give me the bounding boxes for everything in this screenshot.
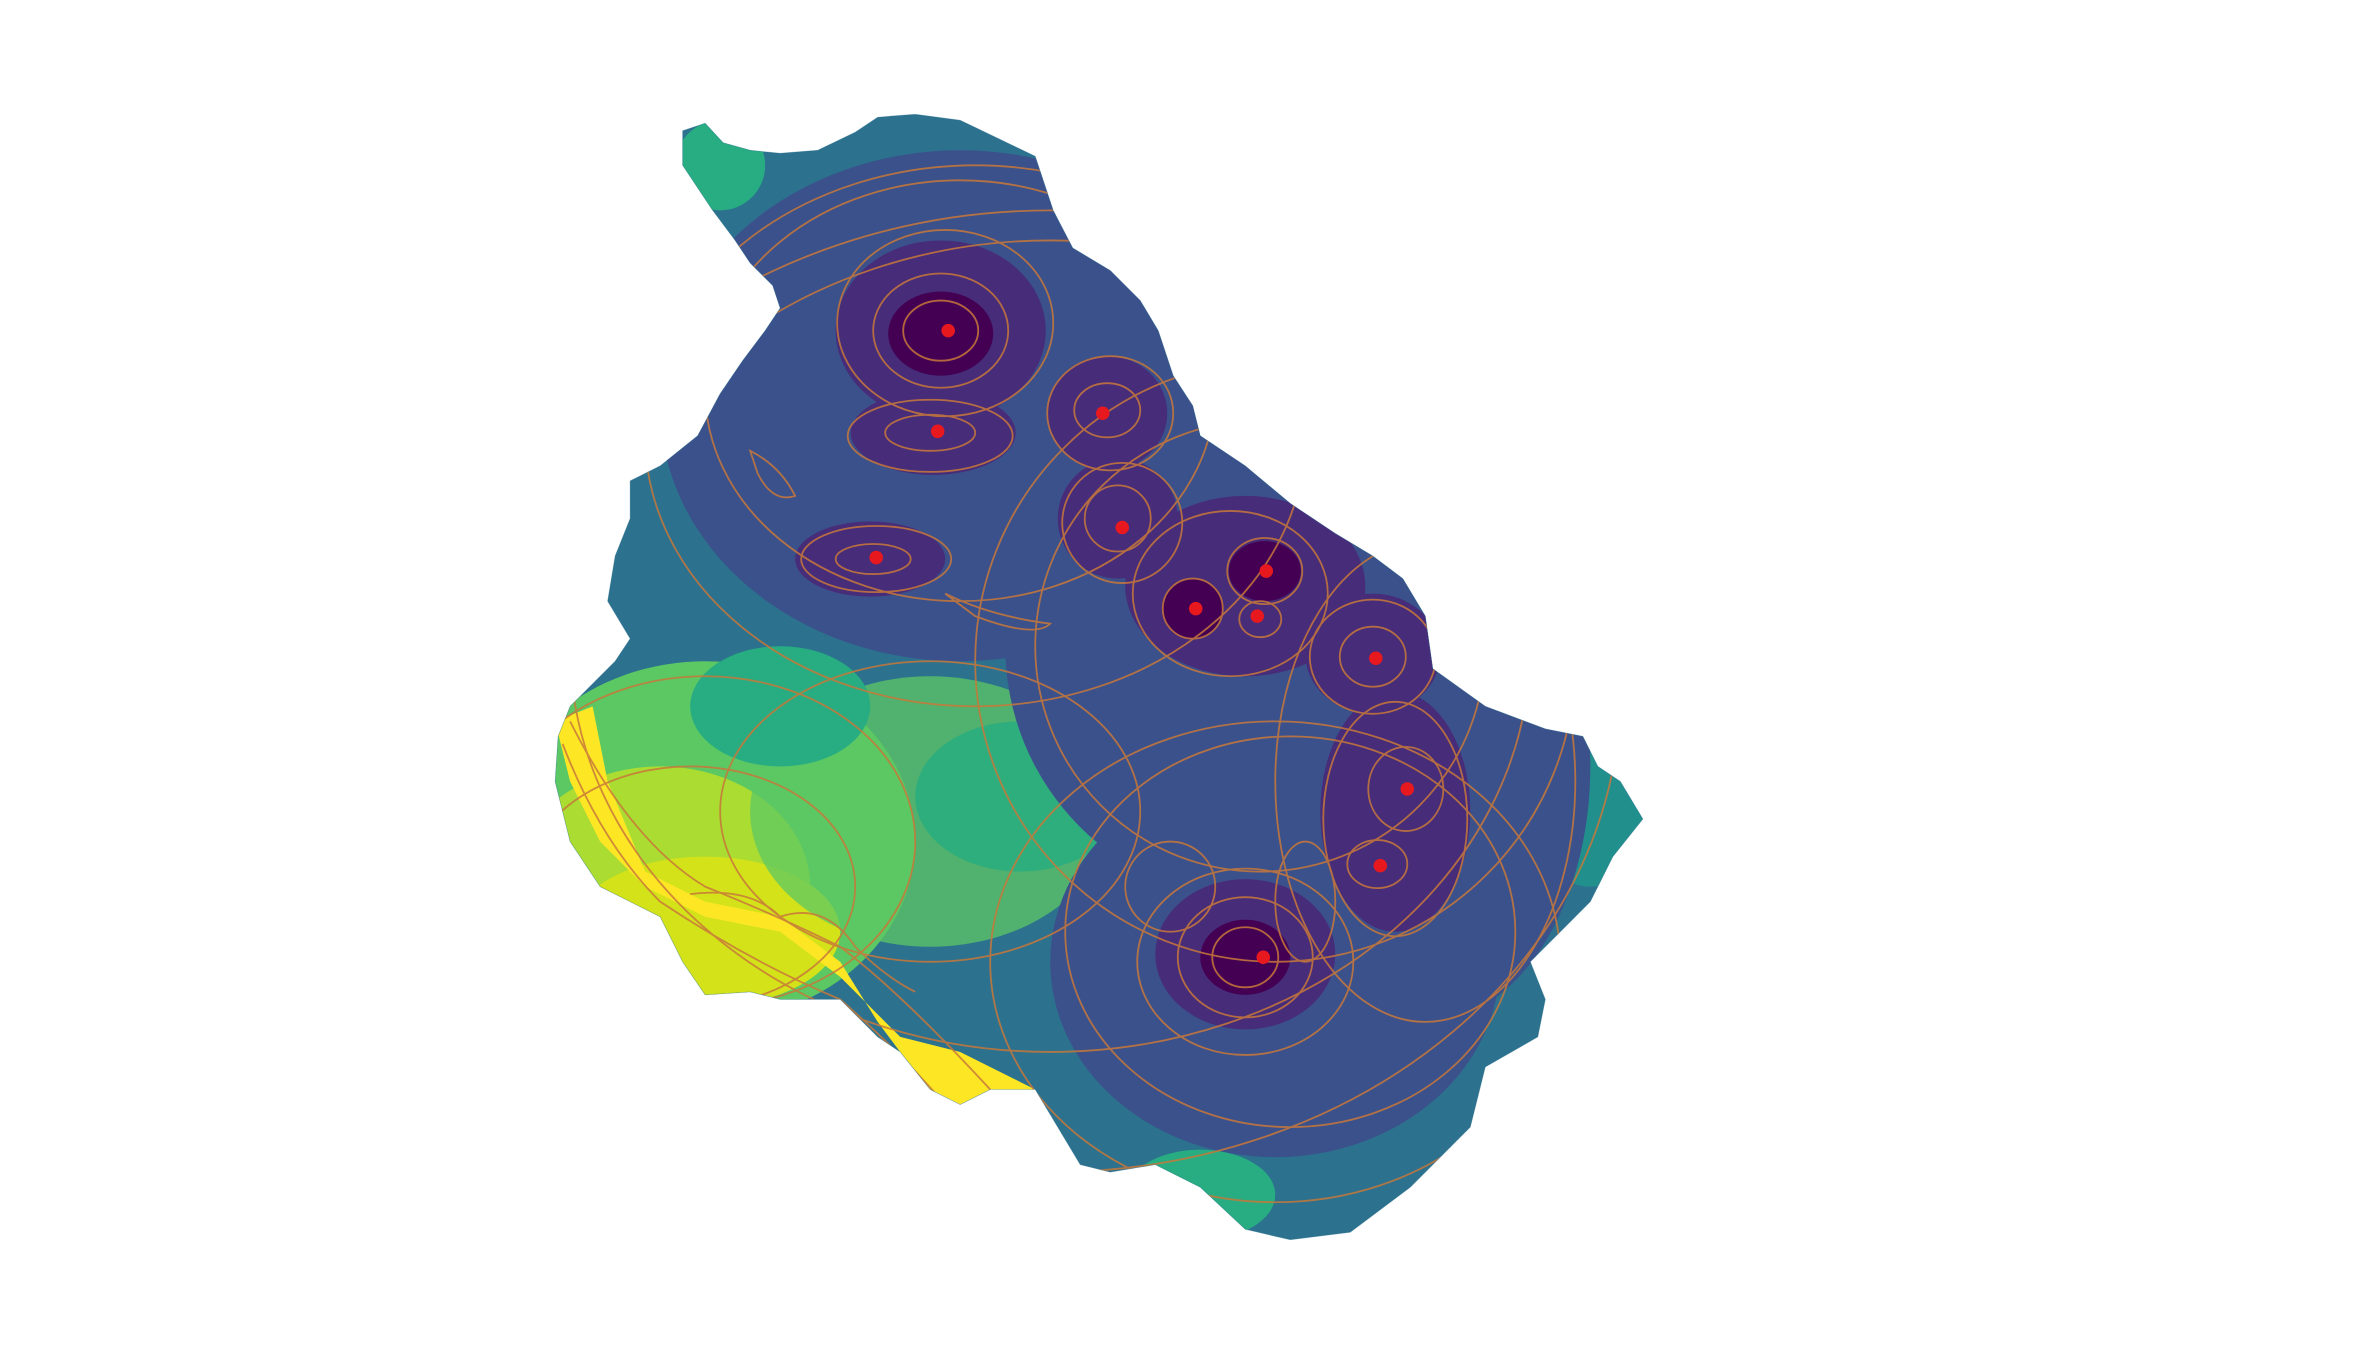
peak-marker xyxy=(1256,950,1271,965)
peak-marker xyxy=(1189,601,1203,616)
peak-marker xyxy=(1369,651,1383,665)
peak-marker xyxy=(1250,609,1265,623)
marker-layer xyxy=(869,323,1415,965)
peak-marker xyxy=(1259,564,1274,578)
peak-marker xyxy=(1373,858,1388,873)
peak-marker xyxy=(941,323,955,338)
raster-field xyxy=(555,120,1643,1240)
peak-marker xyxy=(869,550,883,565)
peak-marker xyxy=(1095,406,1110,421)
peak-marker xyxy=(930,424,945,439)
peak-marker xyxy=(1115,520,1129,535)
peak-marker xyxy=(1400,782,1415,796)
